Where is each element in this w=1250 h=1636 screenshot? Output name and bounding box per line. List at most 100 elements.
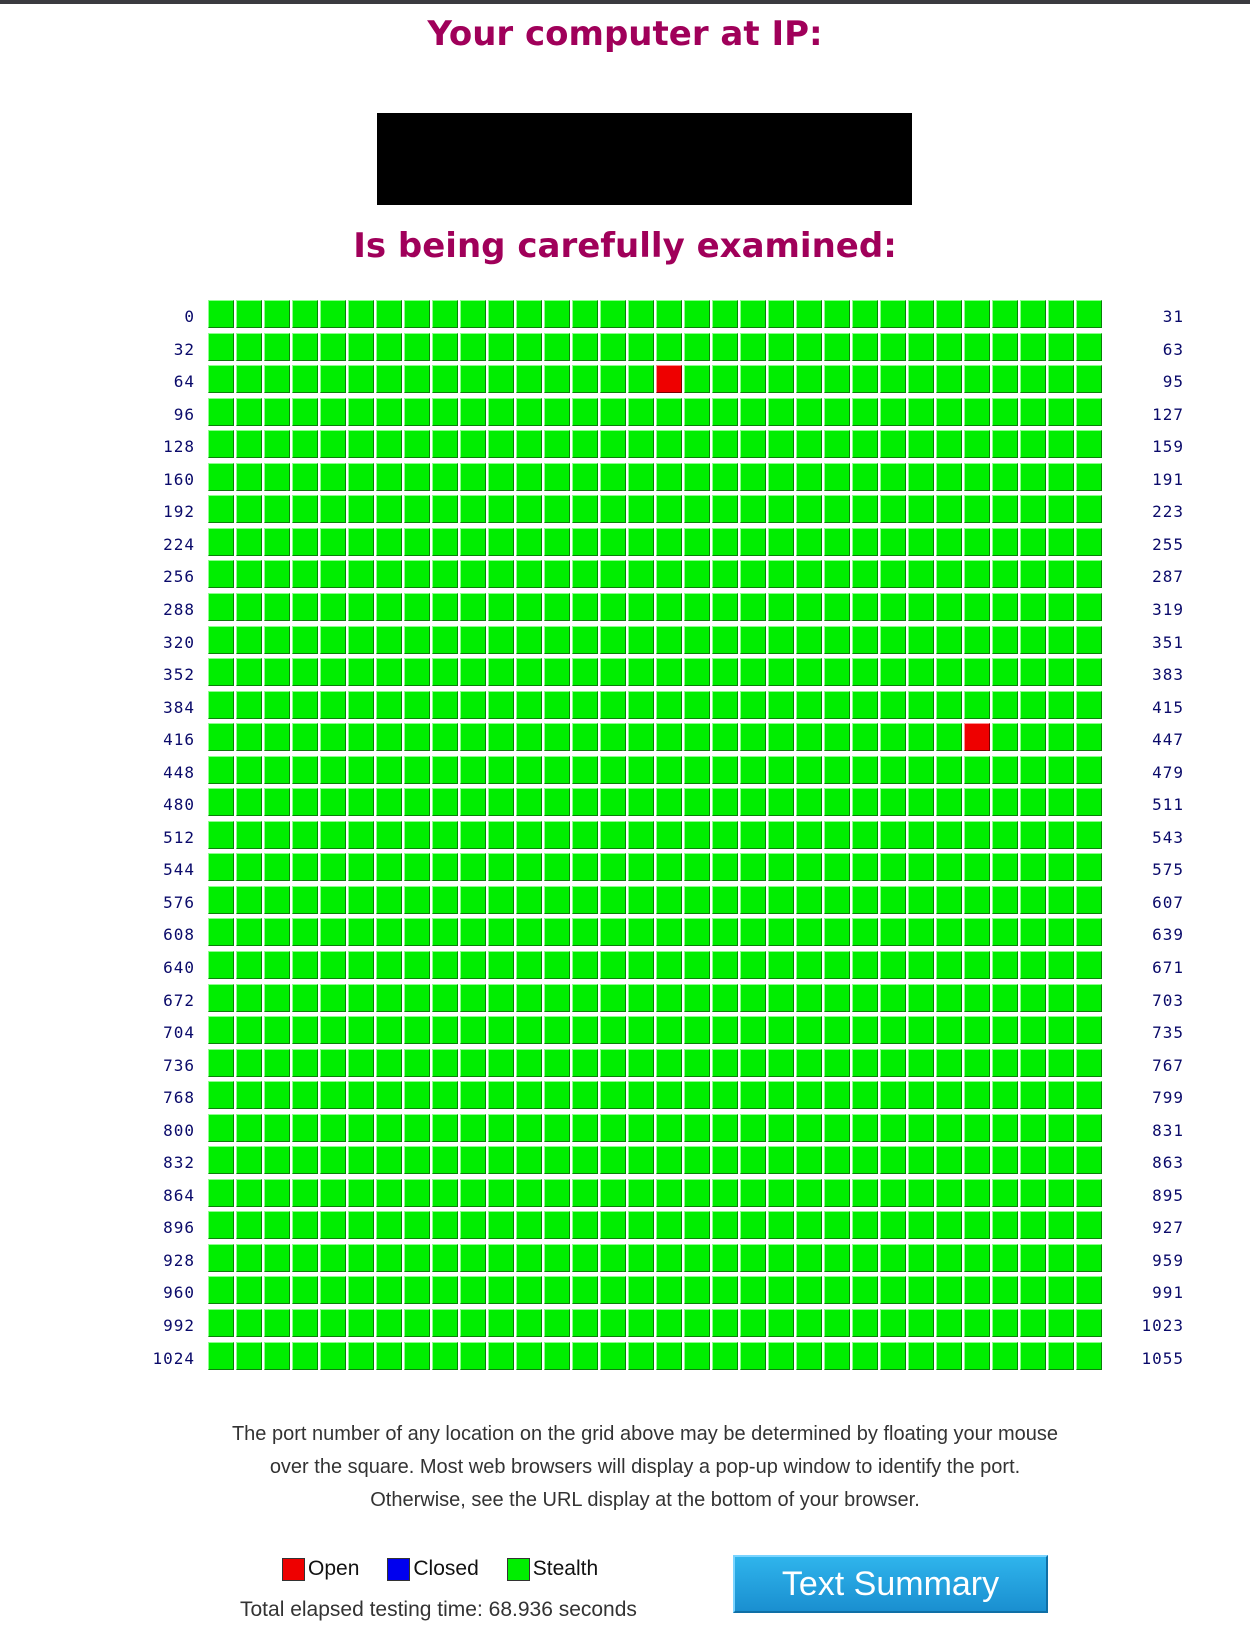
port-cell[interactable]: [1076, 398, 1102, 426]
port-cell[interactable]: [264, 593, 290, 621]
port-cell[interactable]: [572, 1244, 598, 1272]
port-cell[interactable]: [936, 300, 962, 328]
port-cell[interactable]: [740, 1179, 766, 1207]
port-cell[interactable]: [348, 951, 374, 979]
port-cell[interactable]: [992, 853, 1018, 881]
port-cell[interactable]: [852, 918, 878, 946]
port-cell[interactable]: [712, 398, 738, 426]
port-cell[interactable]: [936, 1211, 962, 1239]
port-cell[interactable]: [320, 658, 346, 686]
port-cell[interactable]: [796, 821, 822, 849]
port-cell[interactable]: [292, 463, 318, 491]
port-cell[interactable]: [908, 756, 934, 784]
port-cell[interactable]: [936, 593, 962, 621]
port-cell[interactable]: [572, 853, 598, 881]
port-cell[interactable]: [712, 333, 738, 361]
port-cell[interactable]: [488, 1114, 514, 1142]
port-cell[interactable]: [908, 1244, 934, 1272]
port-cell[interactable]: [1076, 1179, 1102, 1207]
port-cell[interactable]: [292, 1049, 318, 1077]
port-cell[interactable]: [852, 1146, 878, 1174]
port-cell[interactable]: [740, 365, 766, 393]
port-cell[interactable]: [908, 821, 934, 849]
port-cell[interactable]: [684, 300, 710, 328]
port-cell[interactable]: [572, 886, 598, 914]
port-cell[interactable]: [1076, 756, 1102, 784]
port-cell[interactable]: [992, 365, 1018, 393]
port-cell[interactable]: [404, 1114, 430, 1142]
port-cell[interactable]: [432, 1342, 458, 1370]
port-cell[interactable]: [1076, 430, 1102, 458]
port-cell[interactable]: [796, 1276, 822, 1304]
port-cell[interactable]: [404, 1081, 430, 1109]
port-cell[interactable]: [516, 626, 542, 654]
port-cell[interactable]: [1020, 626, 1046, 654]
port-cell[interactable]: [628, 1114, 654, 1142]
port-cell[interactable]: [964, 1276, 990, 1304]
port-cell[interactable]: [1076, 365, 1102, 393]
port-cell[interactable]: [292, 756, 318, 784]
port-cell[interactable]: [208, 1309, 234, 1337]
port-cell[interactable]: [1020, 1342, 1046, 1370]
port-cell[interactable]: [964, 1081, 990, 1109]
port-cell[interactable]: [712, 1049, 738, 1077]
port-cell[interactable]: [516, 1244, 542, 1272]
port-cell[interactable]: [600, 626, 626, 654]
port-cell[interactable]: [740, 560, 766, 588]
port-cell[interactable]: [544, 658, 570, 686]
port-cell[interactable]: [992, 1081, 1018, 1109]
port-cell[interactable]: [880, 1114, 906, 1142]
port-cell[interactable]: [460, 300, 486, 328]
port-cell[interactable]: [908, 1114, 934, 1142]
port-cell[interactable]: [348, 756, 374, 784]
port-cell[interactable]: [1048, 1309, 1074, 1337]
port-cell[interactable]: [880, 984, 906, 1012]
port-cell[interactable]: [404, 528, 430, 556]
port-cell[interactable]: [712, 1081, 738, 1109]
port-cell[interactable]: [936, 853, 962, 881]
port-cell[interactable]: [712, 691, 738, 719]
port-cell[interactable]: [992, 788, 1018, 816]
port-cell[interactable]: [544, 1309, 570, 1337]
port-cell[interactable]: [656, 821, 682, 849]
port-cell[interactable]: [740, 821, 766, 849]
port-cell[interactable]: [376, 984, 402, 1012]
port-cell[interactable]: [684, 788, 710, 816]
port-cell[interactable]: [544, 560, 570, 588]
port-cell[interactable]: [460, 918, 486, 946]
port-cell[interactable]: [656, 788, 682, 816]
port-cell[interactable]: [684, 1114, 710, 1142]
port-cell[interactable]: [376, 593, 402, 621]
port-cell[interactable]: [264, 1146, 290, 1174]
port-cell[interactable]: [544, 984, 570, 1012]
port-cell[interactable]: [964, 691, 990, 719]
port-cell[interactable]: [1048, 333, 1074, 361]
port-cell[interactable]: [488, 1146, 514, 1174]
port-cell[interactable]: [264, 528, 290, 556]
port-cell[interactable]: [796, 365, 822, 393]
port-cell[interactable]: [516, 918, 542, 946]
port-cell[interactable]: [684, 593, 710, 621]
port-cell[interactable]: [1048, 788, 1074, 816]
port-cell[interactable]: [1076, 658, 1102, 686]
port-cell[interactable]: [628, 495, 654, 523]
port-cell[interactable]: [600, 1309, 626, 1337]
port-cell[interactable]: [376, 1179, 402, 1207]
port-cell[interactable]: [460, 756, 486, 784]
port-cell[interactable]: [824, 756, 850, 784]
port-cell[interactable]: [1048, 463, 1074, 491]
port-cell[interactable]: [600, 691, 626, 719]
port-cell[interactable]: [880, 951, 906, 979]
port-cell[interactable]: [880, 495, 906, 523]
port-cell[interactable]: [516, 1114, 542, 1142]
port-cell[interactable]: [432, 365, 458, 393]
port-cell[interactable]: [656, 853, 682, 881]
port-cell[interactable]: [908, 1179, 934, 1207]
port-cell[interactable]: [376, 626, 402, 654]
port-cell[interactable]: [376, 1244, 402, 1272]
port-cell[interactable]: [460, 626, 486, 654]
port-cell[interactable]: [432, 1049, 458, 1077]
port-cell[interactable]: [628, 918, 654, 946]
port-cell[interactable]: [852, 333, 878, 361]
port-cell[interactable]: [768, 398, 794, 426]
